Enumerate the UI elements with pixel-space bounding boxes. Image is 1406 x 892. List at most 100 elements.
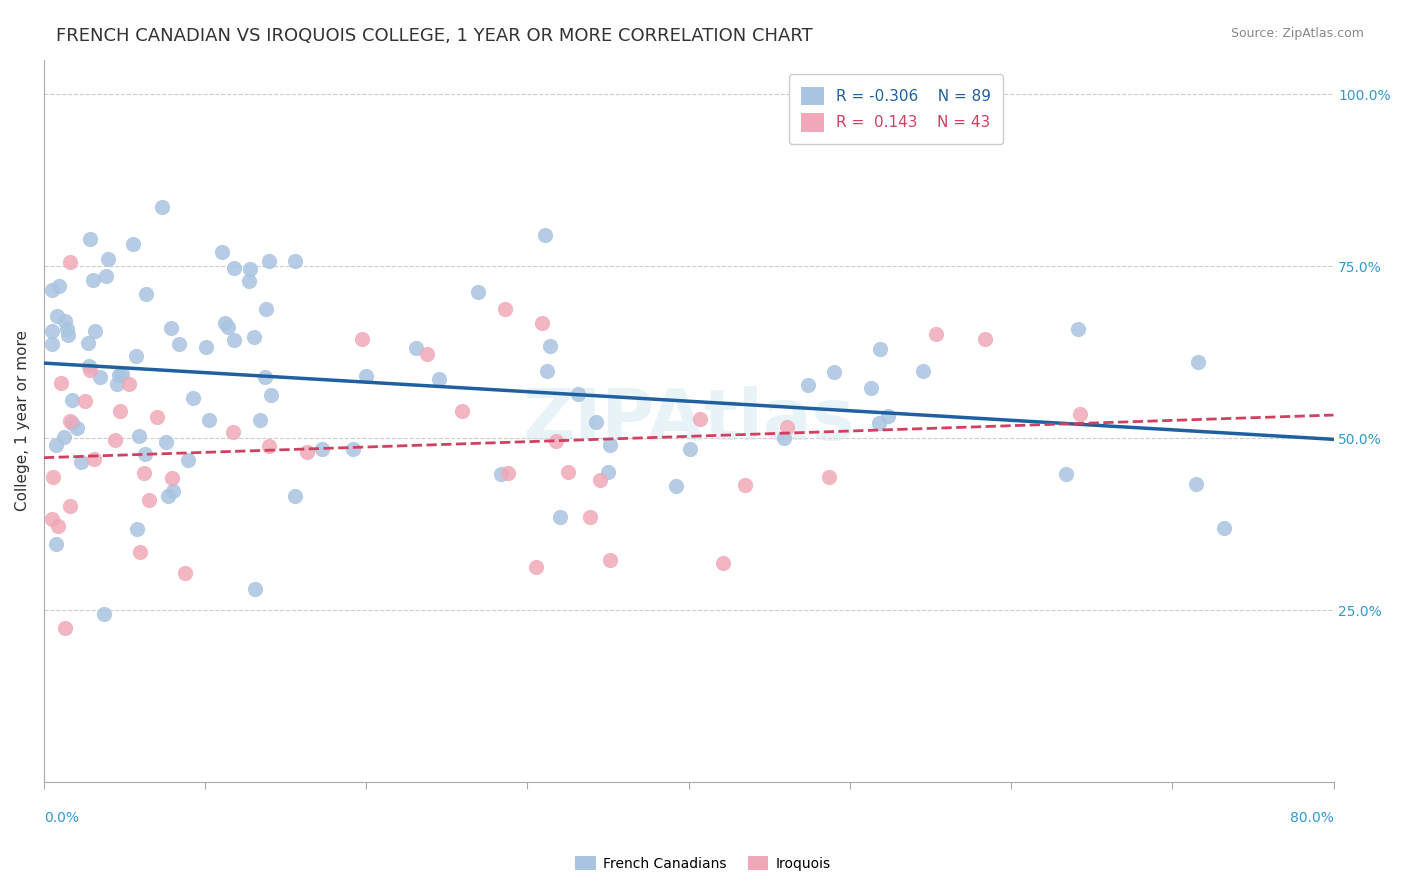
Point xyxy=(66,421,89,435)
Point xyxy=(150,200,173,214)
Point xyxy=(567,387,589,401)
Point xyxy=(45,309,67,323)
Point xyxy=(211,244,233,259)
Point xyxy=(224,260,246,275)
Point xyxy=(97,252,120,267)
Point xyxy=(214,316,236,330)
Point xyxy=(128,545,150,559)
Point xyxy=(155,435,177,450)
Point xyxy=(159,320,181,334)
Point xyxy=(533,227,555,242)
Point xyxy=(156,489,179,503)
Point xyxy=(59,414,82,428)
Point xyxy=(56,322,79,336)
Point xyxy=(259,253,281,268)
Point xyxy=(48,279,70,293)
Point xyxy=(350,333,373,347)
Point xyxy=(79,363,101,377)
Point xyxy=(546,434,568,449)
Point xyxy=(773,431,796,445)
Point xyxy=(427,371,450,385)
Point xyxy=(254,302,277,317)
Point xyxy=(598,465,620,479)
Point xyxy=(679,442,702,456)
Point xyxy=(711,556,734,570)
Point xyxy=(162,484,184,499)
Point xyxy=(869,342,891,356)
Point xyxy=(860,380,883,394)
Point xyxy=(132,467,155,481)
Point xyxy=(530,316,553,330)
Point xyxy=(108,368,131,383)
Point xyxy=(776,420,799,434)
Point xyxy=(588,473,610,487)
Point xyxy=(194,340,217,354)
Point xyxy=(45,438,67,452)
Point xyxy=(1069,408,1091,422)
Point xyxy=(73,394,96,409)
Point xyxy=(62,417,84,431)
Point xyxy=(59,499,82,513)
Point xyxy=(536,364,558,378)
Point xyxy=(177,453,200,467)
Point xyxy=(56,328,79,343)
Point xyxy=(249,413,271,427)
Point xyxy=(42,469,65,483)
Point xyxy=(689,412,711,426)
Point xyxy=(41,283,63,297)
Point xyxy=(105,376,128,391)
Point xyxy=(550,510,572,524)
Point xyxy=(79,232,101,246)
Point xyxy=(295,444,318,458)
Point xyxy=(797,377,820,392)
Point xyxy=(135,286,157,301)
Point xyxy=(239,262,262,277)
Point xyxy=(134,447,156,461)
Point xyxy=(416,347,439,361)
Point xyxy=(538,338,561,352)
Point xyxy=(524,559,547,574)
Point xyxy=(82,273,104,287)
Text: 80.0%: 80.0% xyxy=(1289,811,1333,825)
Point xyxy=(1187,355,1209,369)
Text: Source: ZipAtlas.com: Source: ZipAtlas.com xyxy=(1230,27,1364,40)
Point xyxy=(1054,467,1077,481)
Text: 0.0%: 0.0% xyxy=(44,811,79,825)
Point xyxy=(467,285,489,299)
Point xyxy=(253,369,276,384)
Point xyxy=(118,376,141,391)
Point xyxy=(89,369,111,384)
Point xyxy=(242,330,264,344)
Point xyxy=(77,359,100,373)
Point xyxy=(405,341,427,355)
Point xyxy=(311,442,333,456)
Point xyxy=(734,477,756,491)
Point xyxy=(128,429,150,443)
Point xyxy=(169,337,191,351)
Point xyxy=(489,467,512,481)
Point xyxy=(260,387,283,401)
Point xyxy=(125,522,148,536)
Point xyxy=(217,320,239,334)
Point xyxy=(973,332,995,346)
Point xyxy=(243,582,266,596)
Point xyxy=(585,415,607,429)
Point xyxy=(1212,521,1234,535)
Point xyxy=(578,510,600,524)
Point xyxy=(83,324,105,338)
Text: ZIPAtlas: ZIPAtlas xyxy=(523,386,855,455)
Point xyxy=(450,404,472,418)
Point xyxy=(868,417,890,431)
Point xyxy=(60,392,83,407)
Point xyxy=(496,467,519,481)
Point xyxy=(823,365,845,379)
Point xyxy=(557,465,579,479)
Point xyxy=(41,325,63,339)
Point xyxy=(599,553,621,567)
Point xyxy=(103,433,125,447)
Point xyxy=(494,301,516,316)
Point xyxy=(145,410,167,425)
Point xyxy=(173,566,195,580)
Point xyxy=(925,327,948,342)
Point xyxy=(222,333,245,347)
